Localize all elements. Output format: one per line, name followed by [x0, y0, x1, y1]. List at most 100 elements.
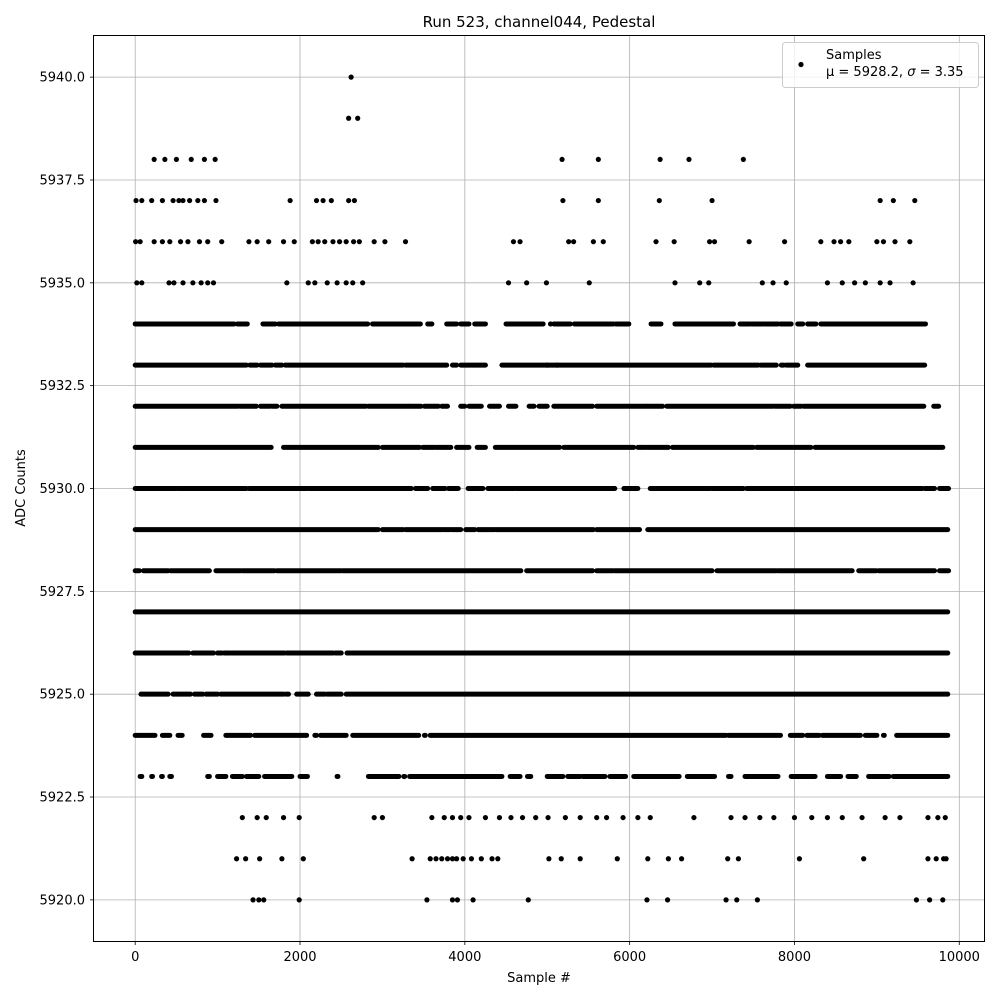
x-tick-label: 6000: [613, 950, 646, 965]
sample-point: [672, 280, 678, 286]
sample-point: [671, 239, 677, 245]
sample-point: [839, 814, 845, 821]
sample-point: [427, 856, 433, 862]
sample-point: [346, 197, 352, 204]
sample-point: [166, 280, 172, 286]
sample-point: [510, 239, 517, 245]
sample-point: [912, 197, 918, 204]
sample-point: [279, 856, 285, 862]
sample-point: [543, 280, 550, 286]
sample-point: [350, 239, 357, 245]
sample-point: [170, 197, 176, 204]
sample-point: [890, 197, 896, 204]
sample-point: [600, 239, 606, 245]
sample-point: [770, 280, 776, 286]
sample-point: [824, 814, 831, 821]
x-tick-label: 4000: [448, 950, 481, 965]
sample-point: [771, 814, 777, 821]
y-tick-label: 5930.0: [40, 482, 86, 497]
sample-point: [324, 280, 330, 286]
sample-point: [935, 814, 941, 821]
sample-point: [882, 814, 888, 821]
sample-point: [328, 197, 334, 204]
sample-point: [254, 239, 260, 245]
sample-point: [877, 280, 883, 286]
sample-point: [346, 115, 352, 121]
sample-point: [173, 156, 180, 163]
sample-point: [603, 814, 610, 821]
sample-point: [742, 814, 748, 821]
x-tick-label: 0: [131, 950, 139, 965]
sample-point: [444, 856, 451, 862]
sample-point: [796, 856, 803, 862]
sample-point: [754, 897, 760, 903]
sample-point: [691, 814, 697, 821]
sample-point: [783, 280, 789, 286]
sample-point: [198, 280, 204, 286]
sample-point: [263, 814, 269, 821]
sample-point: [429, 814, 435, 821]
sample-point: [212, 156, 218, 163]
x-tick-label: 10000: [939, 950, 980, 965]
sample-point: [180, 280, 186, 286]
sample-point: [266, 239, 272, 245]
sample-point: [723, 897, 729, 903]
sample-point: [635, 814, 641, 821]
sample-point: [562, 814, 568, 821]
sample-point: [137, 239, 143, 245]
sample-point: [665, 856, 671, 862]
sample-point: [336, 239, 343, 245]
sample-point: [190, 280, 196, 286]
sample-point: [313, 197, 320, 204]
sample-point: [546, 856, 552, 862]
sample-point: [449, 814, 456, 821]
legend: Samples μ = 5928.2, σ = 3.35: [782, 42, 979, 88]
sample-point: [470, 897, 476, 903]
sample-point: [478, 856, 484, 862]
sample-point: [877, 197, 883, 204]
sample-point: [162, 156, 168, 163]
sample-point: [740, 156, 746, 163]
y-tick-label: 5935.0: [40, 276, 86, 291]
sample-point: [647, 814, 653, 821]
sample-point: [466, 814, 472, 821]
sample-point: [590, 239, 596, 245]
sample-point: [449, 856, 456, 862]
sample-point: [195, 197, 201, 204]
sample-point: [880, 239, 887, 245]
sample-point: [577, 856, 583, 862]
sample-point: [728, 814, 734, 821]
y-tick-label: 5927.5: [40, 585, 86, 600]
sample-point: [280, 814, 287, 821]
sample-point: [525, 897, 531, 903]
sample-point: [594, 814, 600, 821]
sample-point: [309, 239, 315, 245]
sample-point: [595, 197, 601, 204]
sample-point: [940, 897, 946, 903]
sample-point: [315, 239, 321, 245]
sample-point: [177, 239, 184, 245]
sample-point: [219, 239, 225, 245]
sample-point: [711, 239, 718, 245]
sample-point: [925, 814, 931, 821]
legend-entry-stats: μ = 5928.2, σ = 3.35: [826, 65, 964, 80]
sample-point: [852, 280, 858, 286]
sample-point: [558, 856, 564, 862]
sample-point: [350, 280, 356, 286]
sample-point: [887, 280, 893, 286]
sample-point: [439, 856, 445, 862]
sample-point: [382, 239, 388, 245]
sample-point: [482, 814, 489, 821]
sample-point: [781, 239, 788, 245]
sample-point: [489, 856, 495, 862]
sample-point: [291, 239, 297, 245]
sample-point: [734, 897, 740, 903]
sample-point: [280, 239, 287, 245]
sample-point: [697, 280, 703, 286]
sample-point: [897, 814, 903, 821]
sample-point: [757, 814, 763, 821]
sample-point: [441, 814, 447, 821]
sample-point: [205, 239, 211, 245]
sample-point: [657, 156, 663, 163]
sample-point: [254, 814, 260, 821]
